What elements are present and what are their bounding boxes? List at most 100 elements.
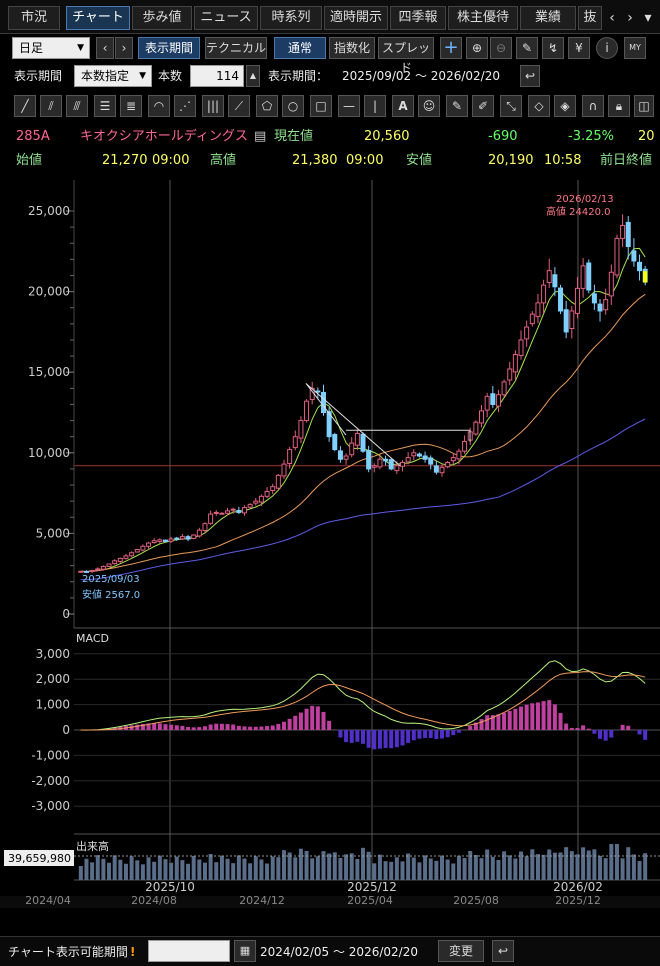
tab-more[interactable]: 抜 bbox=[578, 6, 602, 30]
candle-body bbox=[112, 560, 118, 565]
gann-tool-icon[interactable]: ⟋ bbox=[228, 95, 250, 117]
zoom-out-icon[interactable]: ⊖ bbox=[490, 37, 512, 59]
volume-bar bbox=[513, 858, 518, 880]
tab-benefits[interactable]: 株主優待 bbox=[448, 6, 518, 30]
tab-timeseries[interactable]: 時系列 bbox=[260, 6, 322, 30]
tab-menu-icon[interactable]: ▾ bbox=[644, 10, 652, 26]
volume-bar bbox=[90, 862, 95, 880]
channel-tool-icon[interactable]: ⫻ bbox=[66, 95, 88, 117]
volume-bar bbox=[242, 858, 247, 880]
my-settings-icon[interactable]: MY bbox=[624, 37, 646, 59]
ruler-tool-icon[interactable]: ⫽ bbox=[40, 95, 62, 117]
display-period-button[interactable]: 表示期間 bbox=[138, 37, 200, 59]
arc-tool-icon[interactable]: ◠ bbox=[148, 95, 170, 117]
macd-histogram-bar bbox=[298, 712, 303, 730]
footer-reset-icon[interactable]: ↩ bbox=[492, 940, 514, 962]
info-icon[interactable]: i bbox=[596, 37, 618, 59]
drawing-toolbar: ╱ ⫽ ⫻ ☰ ≣ ◠ ⋰ ||| ⟋ ⬠ ○ □ — | A ☺ ✎ ✐ ⤡ … bbox=[0, 94, 660, 120]
macd-histogram-bar bbox=[157, 723, 162, 730]
pen-icon[interactable]: ✎ bbox=[516, 37, 538, 59]
macd-tick-label: -1,000 bbox=[31, 748, 70, 762]
change-button[interactable]: 変更 bbox=[438, 940, 484, 962]
volume-value-box bbox=[4, 850, 74, 866]
prev-period-button[interactable]: ‹ bbox=[96, 37, 114, 59]
candle-body bbox=[597, 303, 603, 312]
volume-bar bbox=[259, 859, 264, 880]
count-stepper-icon[interactable]: ▲ bbox=[246, 65, 260, 87]
volume-bar bbox=[456, 855, 461, 880]
lock-tool-icon[interactable]: 🔒︎ bbox=[608, 95, 630, 117]
vlines-tool-icon[interactable]: ||| bbox=[202, 95, 224, 117]
hide-tool-icon[interactable]: ◫ bbox=[634, 95, 654, 117]
macd-histogram-bar bbox=[163, 724, 168, 730]
macd-histogram-bar bbox=[219, 723, 224, 730]
macd-histogram-bar bbox=[394, 730, 399, 748]
yen-icon[interactable]: ¥ bbox=[568, 37, 590, 59]
count-input[interactable]: 114 bbox=[190, 65, 244, 87]
period-input[interactable] bbox=[148, 940, 230, 962]
macd-histogram-bar bbox=[265, 726, 270, 730]
volume-bar bbox=[377, 854, 382, 880]
trendline-tool-icon[interactable]: ╱ bbox=[14, 95, 36, 117]
eraser-tool-icon[interactable]: ◇ bbox=[528, 95, 550, 117]
candle-body bbox=[275, 474, 281, 489]
candle-body bbox=[326, 411, 332, 438]
period-select[interactable]: 日足 ▼ bbox=[12, 37, 90, 59]
brush-tool-icon[interactable]: ✐ bbox=[472, 95, 494, 117]
macd-histogram-bar bbox=[259, 726, 264, 730]
tab-chart[interactable]: チャート bbox=[66, 6, 130, 30]
candle-body bbox=[501, 381, 507, 396]
count-mode-select[interactable]: 本数指定 ▼ bbox=[74, 65, 152, 87]
high-value: 21,380 bbox=[292, 153, 338, 168]
tab-shikiho[interactable]: 四季報 bbox=[390, 6, 446, 30]
macd-histogram-bar bbox=[451, 730, 456, 736]
display-period-label: 表示期間 bbox=[14, 69, 63, 83]
fibonacci-tool-icon[interactable]: ≣ bbox=[120, 95, 142, 117]
hline-tool-icon[interactable]: — bbox=[338, 95, 360, 117]
circle-tool-icon[interactable]: ○ bbox=[282, 95, 304, 117]
zoom-in-icon[interactable]: ⊕ bbox=[466, 37, 488, 59]
candle-body bbox=[546, 270, 552, 284]
hlines-tool-icon[interactable]: ☰ bbox=[94, 95, 116, 117]
index-button[interactable]: 指数化 bbox=[329, 37, 375, 59]
macd-histogram-bar bbox=[592, 730, 597, 734]
icon-tool-icon[interactable]: ☺ bbox=[418, 95, 440, 117]
magnet-tool-icon[interactable]: ∩ bbox=[582, 95, 604, 117]
tab-market[interactable]: 市況 bbox=[8, 6, 60, 30]
fan-tool-icon[interactable]: ⋰ bbox=[174, 95, 196, 117]
candle-body bbox=[253, 500, 259, 504]
macd-histogram-bar bbox=[389, 730, 394, 749]
chart-canvas[interactable]: 25,000 20,000 15,000 10,000 5,000 0 2026/02/1… bbox=[0, 180, 660, 936]
macd-histogram-bar bbox=[614, 730, 619, 731]
tab-disclosure[interactable]: 適時開示 bbox=[324, 6, 388, 30]
macd-histogram-bar bbox=[276, 723, 281, 730]
technical-button[interactable]: テクニカル bbox=[205, 37, 267, 59]
chart-area[interactable]: 25,000 20,000 15,000 10,000 5,000 0 2026/02/1… bbox=[0, 180, 660, 936]
crosshair-icon[interactable]: + bbox=[440, 37, 462, 59]
tab-ticks[interactable]: 歩み値 bbox=[132, 6, 192, 30]
volume-bar bbox=[428, 858, 433, 880]
memo-icon[interactable]: ▤ bbox=[254, 129, 267, 144]
candle-body bbox=[129, 552, 135, 557]
chart-type-icon[interactable]: ↯ bbox=[542, 37, 564, 59]
reset-icon[interactable]: ↩ bbox=[520, 65, 540, 87]
calendar-icon[interactable]: ▦ bbox=[234, 940, 256, 962]
next-period-button[interactable]: › bbox=[115, 37, 133, 59]
tab-bar: 市況 チャート 歩み値 ニュース 時系列 適時開示 四季報 株主優待 業績 抜 … bbox=[0, 0, 660, 34]
tab-prev-icon[interactable]: ‹ bbox=[609, 10, 615, 26]
pentagon-tool-icon[interactable]: ⬠ bbox=[256, 95, 278, 117]
tab-next-icon[interactable]: › bbox=[627, 10, 633, 26]
spread-button[interactable]: スプレッド bbox=[378, 37, 434, 75]
text-tool-icon[interactable]: A bbox=[392, 95, 414, 117]
select-tool-icon[interactable]: ⤡ bbox=[500, 95, 522, 117]
normal-button[interactable]: 通常 bbox=[274, 37, 326, 59]
vline-tool-icon[interactable]: | bbox=[364, 95, 386, 117]
rectangle-tool-icon[interactable]: □ bbox=[310, 95, 332, 117]
pencil-tool-icon[interactable]: ✎ bbox=[446, 95, 468, 117]
eraser-all-tool-icon[interactable]: ◈ bbox=[554, 95, 576, 117]
tab-news[interactable]: ニュース bbox=[194, 6, 258, 30]
candle-body bbox=[603, 299, 609, 311]
tab-results[interactable]: 業績 bbox=[520, 6, 576, 30]
volume-bar bbox=[304, 851, 309, 880]
macd-histogram-bar bbox=[598, 730, 603, 739]
